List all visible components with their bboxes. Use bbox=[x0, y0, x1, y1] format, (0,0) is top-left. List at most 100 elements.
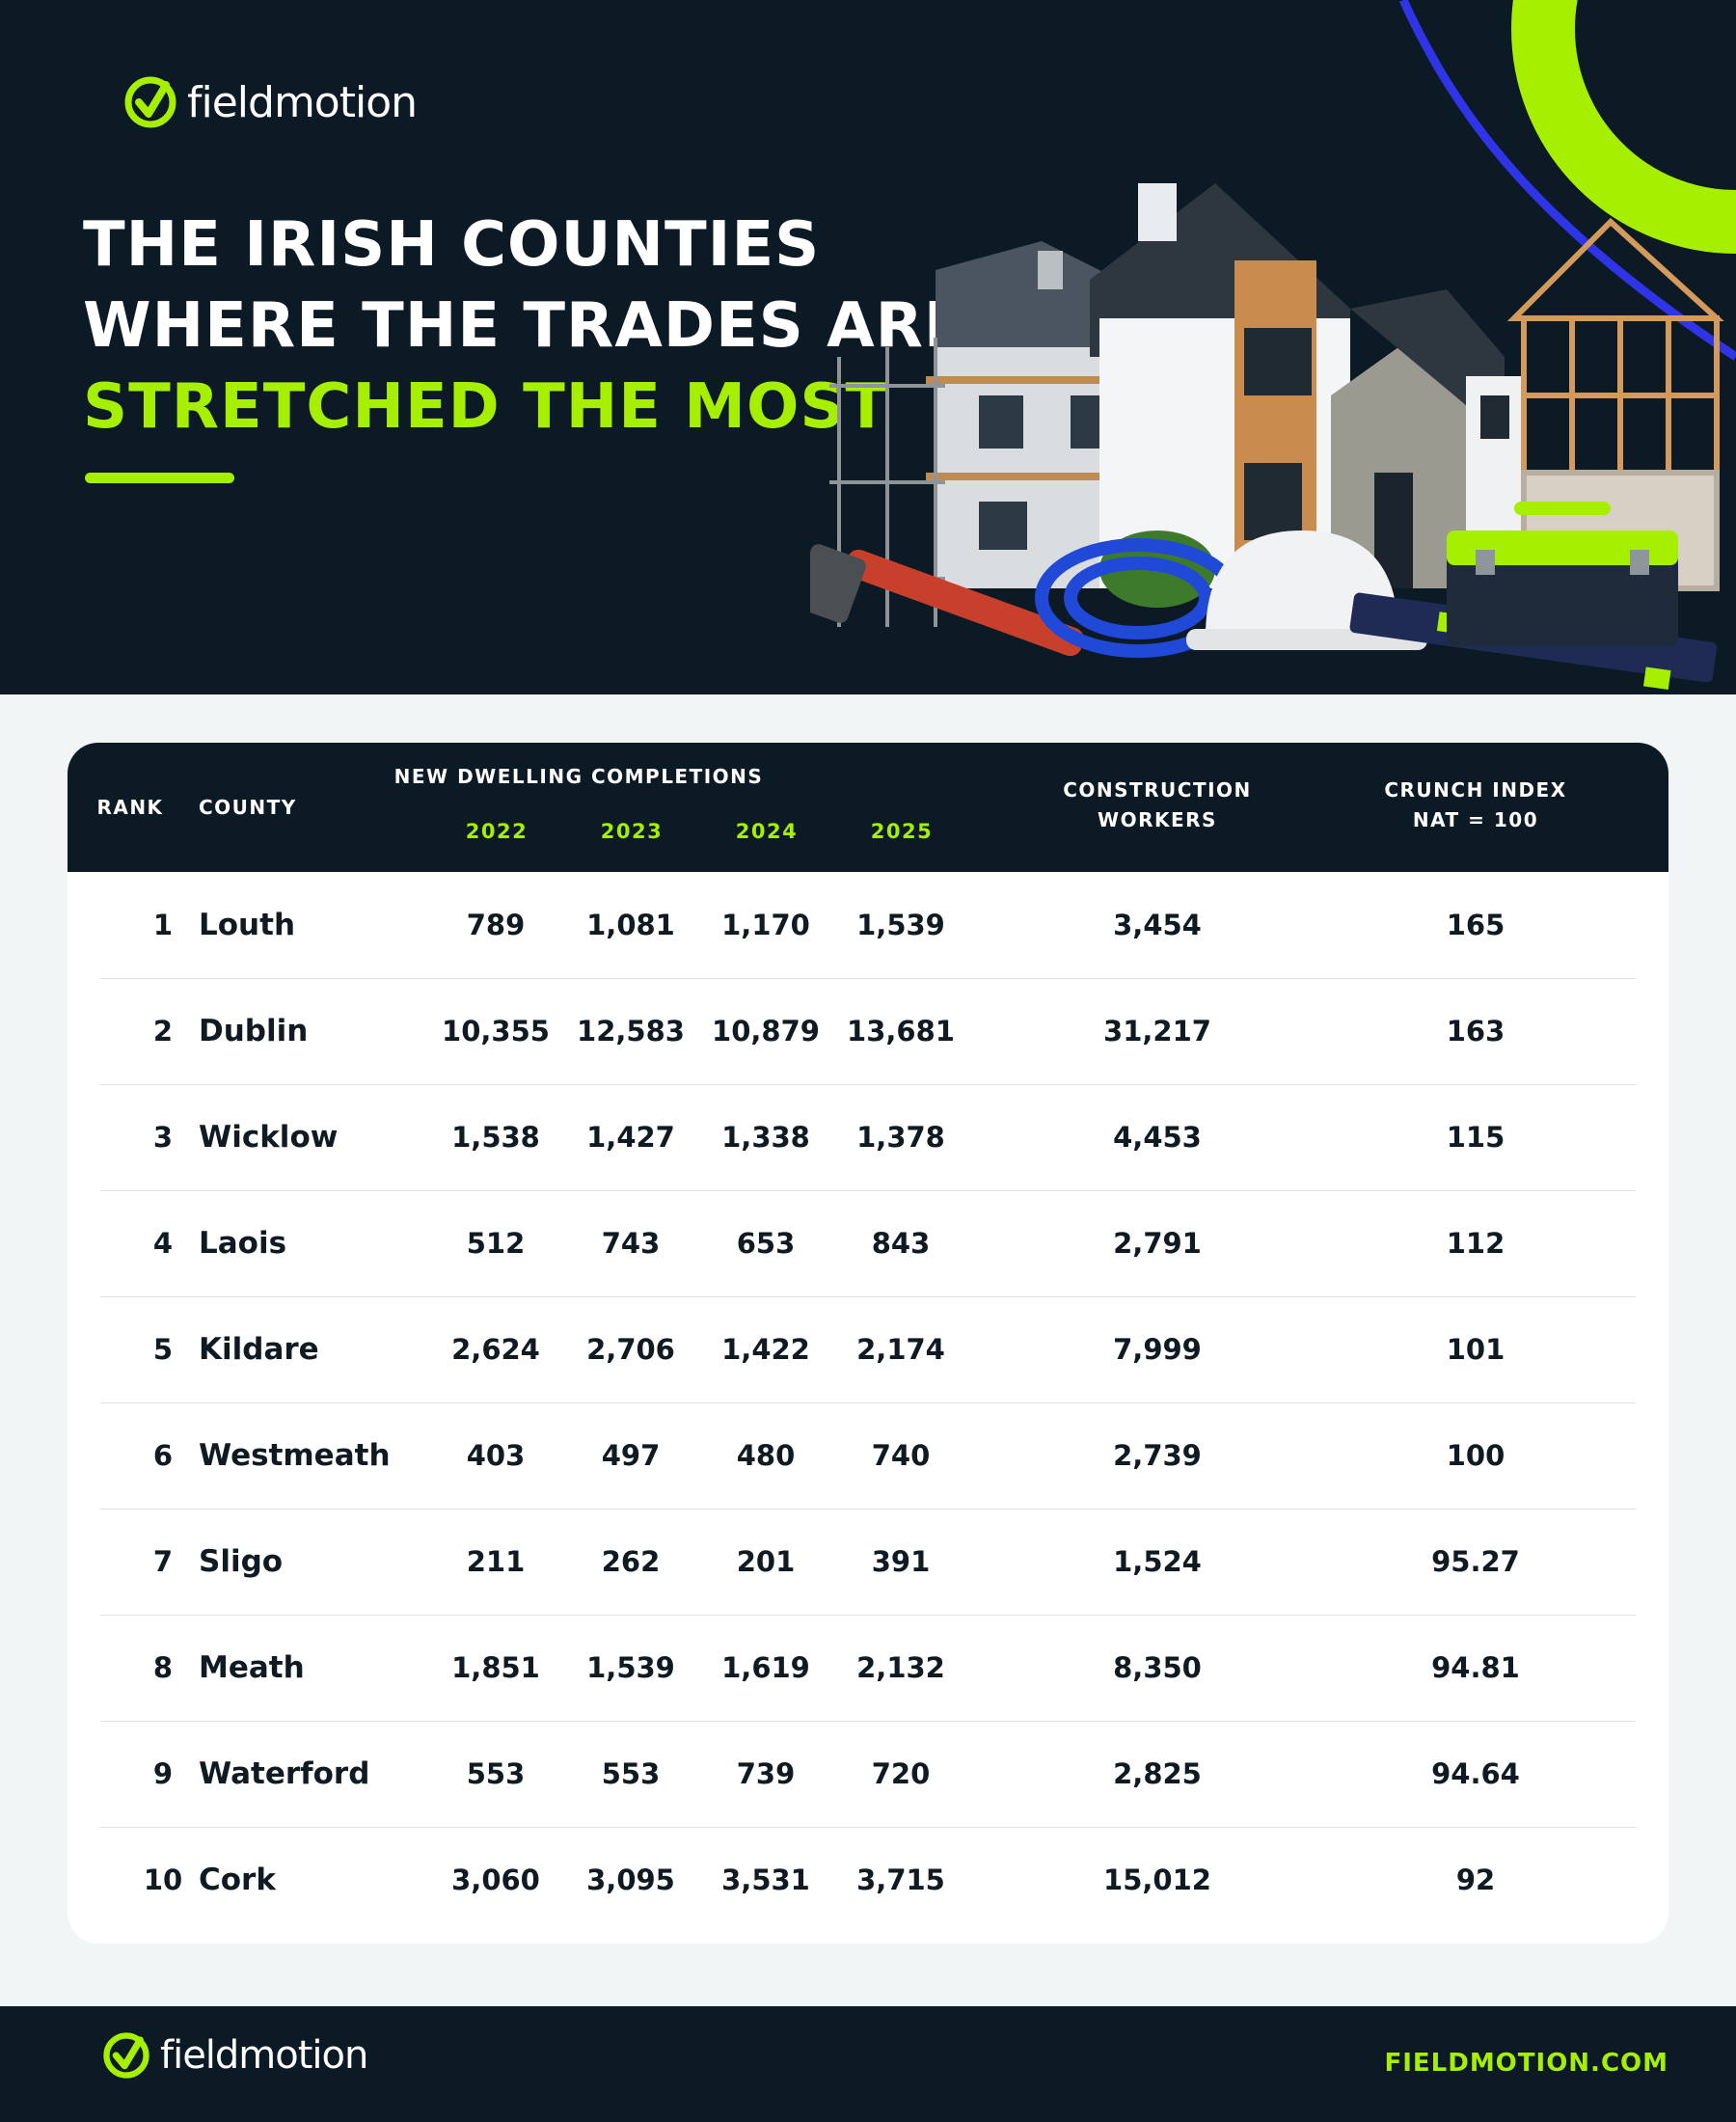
cell-2024: 201 bbox=[736, 1545, 796, 1578]
header-rank: RANK bbox=[96, 796, 164, 819]
cell-rank: 9 bbox=[152, 1757, 174, 1790]
cell-rank: 10 bbox=[143, 1864, 183, 1896]
cell-workers: 2,825 bbox=[1113, 1757, 1202, 1790]
cell-2023: 743 bbox=[601, 1227, 661, 1260]
cell-2022: 1,851 bbox=[451, 1651, 540, 1684]
title-line-1: THE IRISH COUNTIES bbox=[83, 209, 821, 281]
cell-2024: 1,338 bbox=[721, 1121, 810, 1154]
cell-2023: 2,706 bbox=[586, 1333, 675, 1366]
cell-2024: 1,170 bbox=[721, 909, 810, 941]
header-year-2022: 2022 bbox=[465, 820, 529, 843]
cell-rank: 5 bbox=[152, 1333, 174, 1366]
header-year-2023: 2023 bbox=[600, 820, 664, 843]
cell-2023: 262 bbox=[601, 1545, 661, 1578]
header-crunch-index-line2: NAT = 100 bbox=[1412, 808, 1539, 831]
cell-rank: 2 bbox=[152, 1015, 174, 1047]
cell-2025: 1,378 bbox=[856, 1121, 945, 1154]
cell-county: Wicklow bbox=[199, 1120, 339, 1155]
cell-2022: 512 bbox=[466, 1227, 526, 1260]
cell-2022: 403 bbox=[466, 1439, 526, 1472]
table-row: 9 Waterford 553 553 739 720 2,825 94.64 bbox=[100, 1721, 1636, 1828]
rankings-table: RANK COUNTY NEW DWELLING COMPLETIONS 202… bbox=[68, 743, 1668, 1944]
table-row: 2 Dublin 10,355 12,583 10,879 13,681 31,217 163 bbox=[100, 978, 1636, 1085]
cell-2025: 720 bbox=[871, 1757, 931, 1790]
cell-2025: 740 bbox=[871, 1439, 931, 1472]
blue-curve bbox=[1398, 0, 1736, 361]
main-house-image bbox=[1090, 183, 1524, 588]
title-line-2: WHERE THE TRADES ARE bbox=[83, 290, 967, 362]
cell-county: Meath bbox=[199, 1650, 305, 1685]
cell-2024: 480 bbox=[736, 1439, 796, 1472]
footer-logo[interactable]: fieldmotion bbox=[102, 2029, 368, 2081]
cell-2023: 553 bbox=[601, 1757, 661, 1790]
header-crunch-index-line1: CRUNCH INDEX bbox=[1384, 778, 1567, 802]
header-logo[interactable]: fieldmotion bbox=[123, 73, 418, 131]
cell-crunch-index: 101 bbox=[1446, 1333, 1505, 1366]
cell-2022: 2,624 bbox=[451, 1333, 540, 1366]
table-row: 3 Wicklow 1,538 1,427 1,338 1,378 4,453 115 bbox=[100, 1084, 1636, 1191]
cell-2022: 3,060 bbox=[451, 1864, 540, 1896]
cell-2023: 3,095 bbox=[586, 1864, 675, 1896]
cell-workers: 7,999 bbox=[1113, 1333, 1202, 1366]
cell-2023: 1,427 bbox=[586, 1121, 675, 1154]
cell-crunch-index: 100 bbox=[1446, 1439, 1505, 1472]
cell-2025: 2,132 bbox=[856, 1651, 945, 1684]
cell-crunch-index: 94.81 bbox=[1431, 1651, 1520, 1684]
cell-2024: 3,531 bbox=[721, 1864, 810, 1896]
cell-2022: 789 bbox=[466, 909, 526, 941]
cell-2025: 3,715 bbox=[856, 1864, 945, 1896]
cell-2024: 10,879 bbox=[712, 1015, 820, 1047]
cell-workers: 2,791 bbox=[1113, 1227, 1202, 1260]
table-row: 5 Kildare 2,624 2,706 1,422 2,174 7,999 101 bbox=[100, 1296, 1636, 1403]
pipe-wrench-icon bbox=[810, 544, 1084, 657]
fieldmotion-logo-icon bbox=[124, 76, 176, 128]
cell-rank: 6 bbox=[152, 1439, 174, 1472]
cell-2025: 1,539 bbox=[856, 909, 945, 941]
cell-2025: 843 bbox=[871, 1227, 931, 1260]
cell-crunch-index: 92 bbox=[1455, 1864, 1496, 1896]
cell-2024: 1,619 bbox=[721, 1651, 810, 1684]
cell-2025: 2,174 bbox=[856, 1333, 945, 1366]
table-row: 1 Louth 789 1,081 1,170 1,539 3,454 165 bbox=[100, 872, 1636, 979]
logo-wordmark: fieldmotion bbox=[187, 77, 418, 127]
cell-rank: 8 bbox=[152, 1651, 174, 1684]
cell-2022: 1,538 bbox=[451, 1121, 540, 1154]
cell-crunch-index: 94.64 bbox=[1431, 1757, 1520, 1790]
footer-website-link[interactable]: FIELDMOTION.COM bbox=[1384, 2049, 1668, 2078]
cell-workers: 2,739 bbox=[1113, 1439, 1202, 1472]
cell-rank: 4 bbox=[152, 1227, 174, 1260]
table-header: RANK COUNTY NEW DWELLING COMPLETIONS 202… bbox=[68, 743, 1668, 872]
hero-banner: fieldmotion THE IRISH COUNTIES WHERE THE… bbox=[0, 0, 1736, 694]
page-title: THE IRISH COUNTIES WHERE THE TRADES ARE … bbox=[83, 204, 967, 448]
cell-crunch-index: 163 bbox=[1446, 1015, 1505, 1047]
table-row: 6 Westmeath 403 497 480 740 2,739 100 bbox=[100, 1402, 1636, 1510]
cell-county: Waterford bbox=[199, 1756, 370, 1791]
cell-crunch-index: 95.27 bbox=[1431, 1545, 1520, 1578]
cell-crunch-index: 115 bbox=[1446, 1121, 1505, 1154]
header-year-2025: 2025 bbox=[870, 820, 934, 843]
table-row: 7 Sligo 211 262 201 391 1,524 95.27 bbox=[100, 1509, 1636, 1616]
cell-county: Westmeath bbox=[199, 1438, 391, 1473]
cell-2023: 1,081 bbox=[586, 909, 675, 941]
footer-logo-wordmark: fieldmotion bbox=[160, 2033, 368, 2078]
cell-workers: 31,217 bbox=[1103, 1015, 1211, 1047]
houses-and-tools-illustration bbox=[810, 183, 1724, 690]
footer: fieldmotion FIELDMOTION.COM bbox=[0, 2006, 1736, 2122]
cell-workers: 3,454 bbox=[1113, 909, 1202, 941]
table-row: 4 Laois 512 743 653 843 2,791 112 bbox=[100, 1190, 1636, 1297]
cell-crunch-index: 165 bbox=[1446, 909, 1505, 941]
cell-crunch-index: 112 bbox=[1446, 1227, 1505, 1260]
cell-rank: 3 bbox=[152, 1121, 174, 1154]
cell-2023: 12,583 bbox=[577, 1015, 685, 1047]
cell-2022: 10,355 bbox=[442, 1015, 550, 1047]
table-row: 10 Cork 3,060 3,095 3,531 3,715 15,012 92 bbox=[100, 1827, 1636, 1933]
cell-county: Laois bbox=[199, 1226, 287, 1261]
cell-workers: 4,453 bbox=[1113, 1121, 1202, 1154]
cell-2022: 211 bbox=[466, 1545, 526, 1578]
header-new-dwelling-completions: NEW DWELLING COMPLETIONS bbox=[393, 765, 764, 788]
fieldmotion-logo-icon bbox=[103, 2032, 149, 2079]
cell-rank: 1 bbox=[152, 909, 174, 941]
cell-county: Louth bbox=[199, 908, 296, 942]
header-construction-workers-line1: CONSTRUCTION bbox=[1063, 778, 1252, 802]
cell-workers: 8,350 bbox=[1113, 1651, 1202, 1684]
